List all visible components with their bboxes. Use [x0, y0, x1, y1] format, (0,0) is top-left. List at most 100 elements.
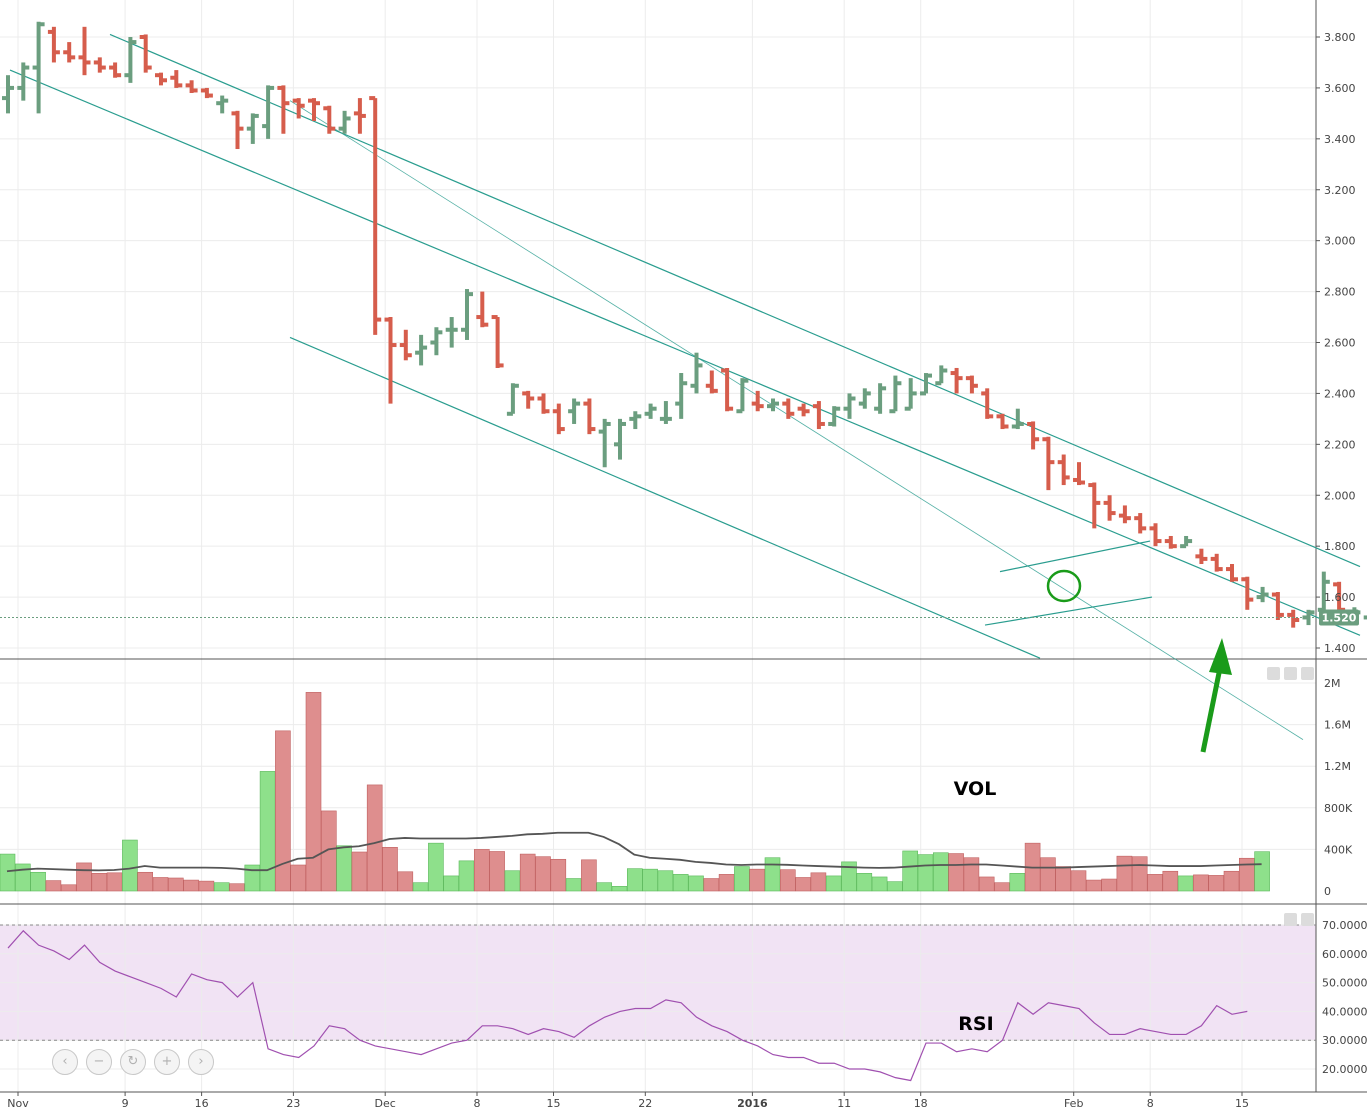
rsi-line	[7, 929, 1248, 1082]
volume-bar	[305, 692, 322, 892]
volume-bar	[351, 851, 368, 892]
ohlc-bar	[920, 373, 932, 396]
price-tick-label: 1.600	[1324, 591, 1356, 604]
volume-bar	[443, 875, 460, 892]
volume-bar	[1193, 874, 1209, 892]
ohlc-bar	[170, 70, 183, 88]
ohlc-bar	[614, 418, 626, 460]
ohlc-bar	[369, 96, 382, 335]
volume-bar	[489, 851, 505, 892]
ohlc-bar	[476, 291, 489, 328]
ohlc-bar	[659, 401, 672, 424]
chart-control-bar: ‹ − ↻ + ›	[52, 1049, 214, 1075]
ohlc-bar	[1226, 563, 1238, 582]
volume-bar	[122, 839, 138, 892]
volume-bar	[871, 876, 888, 892]
ohlc-bar	[568, 398, 581, 424]
volume-bar	[1208, 875, 1224, 892]
ohlc-bar	[200, 87, 213, 99]
ohlc-bar	[384, 317, 397, 404]
ohlc-bar	[93, 57, 106, 73]
volume-bar	[428, 842, 444, 892]
trendline	[999, 540, 1151, 573]
ohlc-bar	[1042, 436, 1055, 491]
ohlc-bar	[644, 403, 657, 419]
volume-bar	[290, 864, 307, 892]
volume-bar	[550, 858, 567, 892]
zoom-in-icon[interactable]: +	[154, 1049, 180, 1075]
volume-bar	[535, 856, 551, 892]
arrow-annotation-head	[1209, 638, 1232, 675]
ohlc-bar	[782, 398, 795, 419]
ohlc-bar	[1210, 553, 1223, 572]
reset-zoom-icon[interactable]: ↻	[120, 1049, 146, 1075]
x-tick-label: Nov	[7, 1097, 29, 1110]
ohlc-bar	[705, 370, 718, 394]
volume-bar	[213, 882, 230, 892]
rsi-tick-label: 70.0000	[1322, 919, 1367, 932]
ohlc-bar	[1287, 609, 1300, 628]
x-tick-label: 8	[1147, 1097, 1154, 1110]
ohlc-bar	[1271, 591, 1284, 620]
volume-bar	[1086, 879, 1102, 892]
x-tick-label: 18	[914, 1097, 928, 1110]
ohlc-bar	[1011, 408, 1024, 430]
ohlc-bar	[63, 42, 76, 63]
ohlc-bar	[353, 98, 366, 134]
ohlc-bar	[32, 21, 45, 114]
volume-bar	[825, 875, 842, 892]
ohlc-bar	[552, 403, 565, 435]
x-tick-label: Feb	[1064, 1097, 1083, 1110]
volume-bar	[978, 876, 995, 892]
ohlc-bar	[1195, 548, 1208, 564]
volume-tick-label: 800K	[1324, 802, 1353, 815]
volume-bar	[1254, 851, 1270, 892]
ohlc-bar	[629, 411, 642, 430]
ohlc-bar	[430, 327, 443, 356]
ohlc-bar	[1027, 421, 1040, 450]
ohlc-bar	[721, 367, 734, 412]
ohlc-bar	[47, 26, 60, 63]
volume-bar	[1162, 870, 1179, 892]
volume-bar	[412, 882, 429, 892]
scroll-right-icon[interactable]: ›	[188, 1049, 214, 1075]
volume-bar	[718, 874, 735, 892]
volume-bar	[963, 857, 980, 892]
ohlc-bar	[812, 401, 825, 430]
trendline	[109, 33, 1361, 568]
volume-bar	[1116, 855, 1133, 892]
volume-bar	[45, 880, 62, 892]
ohlc-bar	[1149, 523, 1162, 547]
volume-bar	[519, 853, 536, 892]
price-tick-label: 3.800	[1324, 31, 1356, 44]
rsi-tick-label: 50.0000	[1322, 977, 1367, 990]
ohlc-bar	[308, 98, 320, 122]
rsi-tick-label: 20.0000	[1322, 1063, 1367, 1076]
ohlc-bar	[904, 378, 917, 411]
ohlc-bar	[522, 390, 535, 409]
volume-bar	[244, 864, 261, 892]
ohlc-bar	[1088, 482, 1101, 529]
scroll-left-icon[interactable]: ‹	[52, 1049, 78, 1075]
volume-bar	[183, 879, 199, 892]
ohlc-bar	[124, 37, 137, 83]
ohlc-bar	[965, 375, 978, 394]
ohlc-bar	[858, 388, 871, 409]
ohlc-bar	[889, 375, 902, 414]
volume-bar	[168, 877, 184, 892]
ohlc-bar	[1256, 586, 1269, 603]
volume-bar	[1009, 873, 1026, 892]
ohlc-bar	[1180, 535, 1193, 549]
volume-bar	[749, 868, 766, 892]
ohlc-bar	[675, 373, 688, 419]
volume-bar	[902, 850, 919, 892]
volume-bar	[15, 863, 31, 892]
ohlc-bar	[338, 110, 351, 134]
volume-bar	[76, 862, 92, 892]
zoom-out-icon[interactable]: −	[86, 1049, 112, 1075]
volume-tick-label: 1.2M	[1324, 760, 1351, 773]
ohlc-bar	[874, 383, 887, 414]
ohlc-bar	[1103, 495, 1116, 521]
x-tick-label: 16	[195, 1097, 209, 1110]
x-tick-label: 8	[474, 1097, 481, 1110]
